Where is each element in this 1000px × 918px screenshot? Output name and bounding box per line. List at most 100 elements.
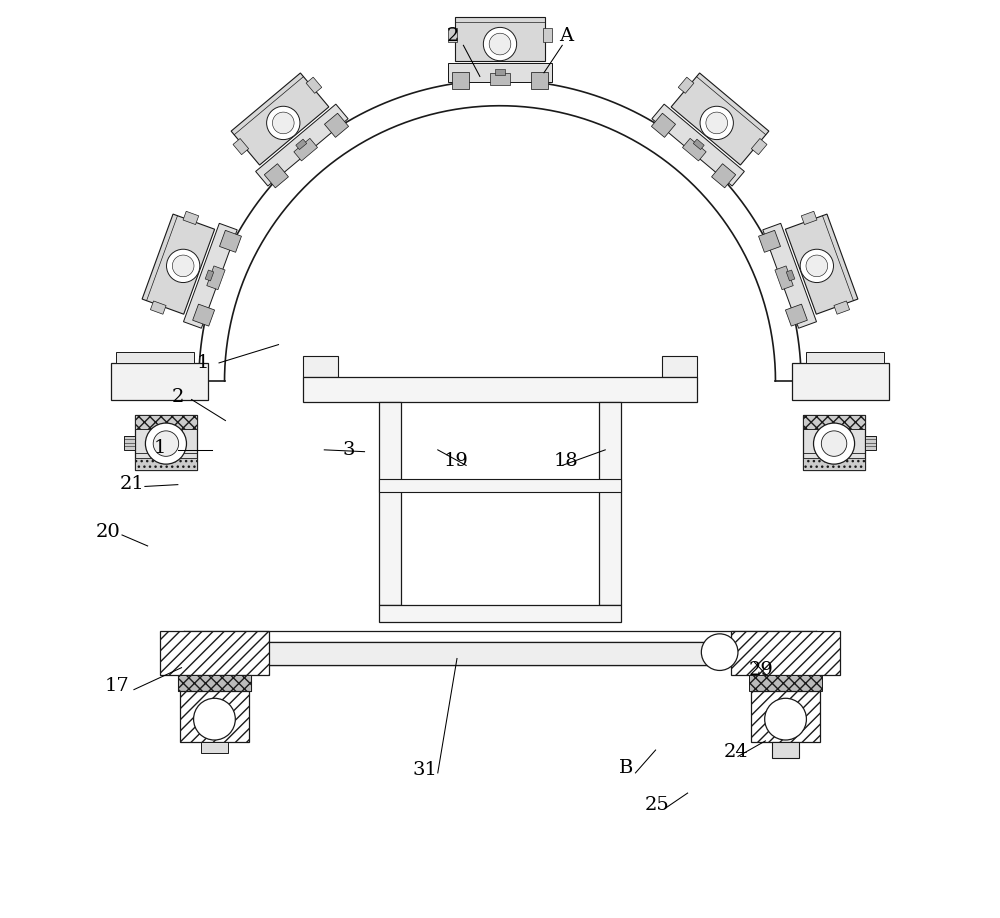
Polygon shape <box>712 163 736 188</box>
Circle shape <box>194 699 235 740</box>
Polygon shape <box>763 223 817 329</box>
Bar <box>749 675 822 691</box>
Circle shape <box>765 699 806 740</box>
Polygon shape <box>495 69 505 75</box>
Circle shape <box>800 249 833 283</box>
Circle shape <box>806 255 828 276</box>
Polygon shape <box>193 304 215 326</box>
Bar <box>865 436 876 450</box>
Polygon shape <box>324 113 349 138</box>
Polygon shape <box>142 214 215 314</box>
Text: 2: 2 <box>446 28 459 45</box>
Text: 3: 3 <box>343 441 355 459</box>
Polygon shape <box>306 77 322 94</box>
Polygon shape <box>448 63 552 83</box>
Polygon shape <box>759 230 781 252</box>
Polygon shape <box>490 73 510 84</box>
Circle shape <box>267 106 300 140</box>
Bar <box>803 415 865 429</box>
Polygon shape <box>455 17 545 62</box>
Circle shape <box>483 28 517 61</box>
Polygon shape <box>205 270 214 281</box>
Text: 19: 19 <box>444 452 469 470</box>
Polygon shape <box>671 73 769 165</box>
Circle shape <box>821 431 847 456</box>
Bar <box>160 631 269 675</box>
Bar <box>303 356 338 376</box>
Bar <box>135 415 197 429</box>
Text: 21: 21 <box>120 475 144 493</box>
Polygon shape <box>207 266 225 290</box>
Polygon shape <box>682 139 706 161</box>
Text: 20: 20 <box>96 523 121 542</box>
Bar <box>379 479 621 492</box>
Bar <box>806 352 884 363</box>
Polygon shape <box>233 139 249 154</box>
Text: 31: 31 <box>413 761 437 779</box>
Circle shape <box>167 249 200 283</box>
Bar <box>178 675 251 691</box>
Polygon shape <box>231 73 329 165</box>
Bar <box>303 376 697 402</box>
Polygon shape <box>751 139 767 154</box>
Circle shape <box>489 33 511 55</box>
Bar <box>184 642 816 665</box>
Polygon shape <box>448 28 457 41</box>
Text: 24: 24 <box>724 743 749 761</box>
Polygon shape <box>150 301 166 314</box>
Polygon shape <box>296 140 307 150</box>
Bar <box>379 606 621 621</box>
Circle shape <box>814 423 855 465</box>
Polygon shape <box>652 104 744 186</box>
Circle shape <box>145 423 186 465</box>
Circle shape <box>701 633 738 670</box>
Bar <box>201 742 228 753</box>
Polygon shape <box>693 140 704 150</box>
Circle shape <box>172 255 194 276</box>
Bar <box>135 458 197 470</box>
Polygon shape <box>785 304 807 326</box>
Polygon shape <box>834 301 850 314</box>
Polygon shape <box>651 113 676 138</box>
Polygon shape <box>452 72 469 89</box>
Bar <box>751 691 820 742</box>
Text: B: B <box>619 759 633 778</box>
Bar <box>124 436 135 450</box>
Bar <box>599 402 621 606</box>
Polygon shape <box>183 211 199 225</box>
Text: 29: 29 <box>748 661 773 678</box>
Bar <box>662 356 697 376</box>
Text: A: A <box>559 28 573 45</box>
Polygon shape <box>531 72 548 89</box>
Polygon shape <box>785 214 858 314</box>
Text: 2: 2 <box>172 387 184 406</box>
Bar <box>711 642 733 662</box>
Text: 17: 17 <box>105 677 130 695</box>
Bar <box>772 742 799 758</box>
Polygon shape <box>294 139 318 161</box>
Polygon shape <box>775 266 793 290</box>
Bar <box>792 363 889 399</box>
Text: 18: 18 <box>554 452 578 470</box>
Text: 1: 1 <box>153 439 166 457</box>
Text: 25: 25 <box>645 796 670 814</box>
Bar <box>135 415 197 470</box>
Bar <box>178 675 251 691</box>
Polygon shape <box>543 28 552 41</box>
Bar <box>379 402 401 606</box>
Circle shape <box>706 112 728 134</box>
Circle shape <box>153 431 179 456</box>
Circle shape <box>272 112 294 134</box>
Polygon shape <box>678 77 694 94</box>
Bar <box>803 415 865 470</box>
Circle shape <box>700 106 733 140</box>
Polygon shape <box>264 163 288 188</box>
Polygon shape <box>786 270 795 281</box>
Bar <box>111 363 208 399</box>
Bar <box>116 352 194 363</box>
Bar <box>803 458 865 470</box>
Polygon shape <box>183 223 237 329</box>
Bar <box>180 691 249 742</box>
Polygon shape <box>801 211 817 225</box>
Bar <box>731 631 840 675</box>
